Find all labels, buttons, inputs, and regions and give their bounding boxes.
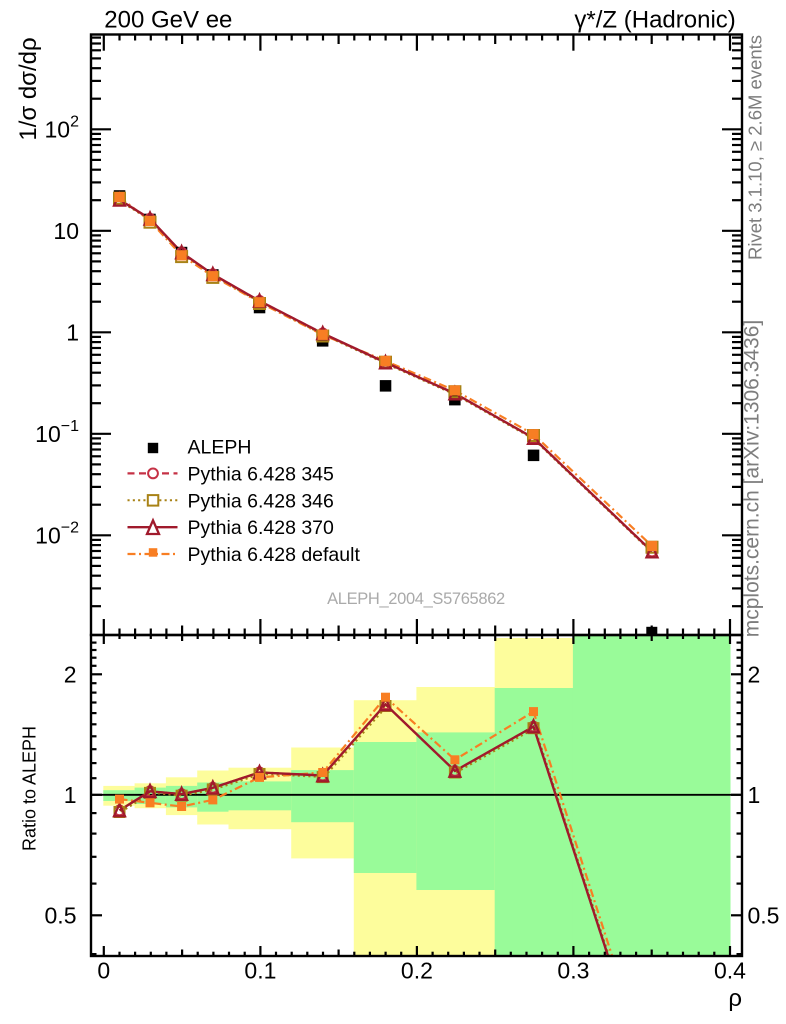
svg-text:1: 1 xyxy=(64,782,77,808)
svg-text:2: 2 xyxy=(748,661,761,687)
svg-text:Ratio to ALEPH: Ratio to ALEPH xyxy=(20,726,40,851)
svg-text:0.2: 0.2 xyxy=(401,958,433,984)
svg-text:2: 2 xyxy=(64,661,77,687)
svg-text:Pythia 6.428 345: Pythia 6.428 345 xyxy=(188,463,335,485)
svg-text:Pythia 6.428 370: Pythia 6.428 370 xyxy=(188,517,335,539)
svg-text:1: 1 xyxy=(66,319,79,345)
svg-text:0.4: 0.4 xyxy=(714,958,746,984)
svg-text:Pythia 6.428 default: Pythia 6.428 default xyxy=(188,544,361,566)
svg-text:mcplots.cern.ch [arXiv:1306.34: mcplots.cern.ch [arXiv:1306.3436] xyxy=(741,320,764,638)
svg-text:Rivet 3.1.10, ≥ 2.6M events: Rivet 3.1.10, ≥ 2.6M events xyxy=(745,35,766,260)
svg-text:1: 1 xyxy=(748,782,761,808)
svg-text:0.3: 0.3 xyxy=(557,958,589,984)
svg-text:ρ: ρ xyxy=(728,985,742,1012)
svg-text:102: 102 xyxy=(45,113,80,142)
svg-text:ALEPH: ALEPH xyxy=(188,437,252,459)
svg-text:γ*/Z (Hadronic): γ*/Z (Hadronic) xyxy=(574,7,735,34)
svg-text:0: 0 xyxy=(97,958,110,984)
svg-text:10−1: 10−1 xyxy=(35,418,79,447)
svg-text:10: 10 xyxy=(53,218,79,244)
svg-text:200 GeV ee: 200 GeV ee xyxy=(104,7,232,34)
svg-text:ALEPH_2004_S5765862: ALEPH_2004_S5765862 xyxy=(327,590,505,608)
svg-text:Pythia 6.428 346: Pythia 6.428 346 xyxy=(188,490,334,512)
svg-text:1/σ dσ/dρ: 1/σ dσ/dρ xyxy=(15,37,42,140)
svg-text:0.5: 0.5 xyxy=(748,902,780,928)
svg-text:0.1: 0.1 xyxy=(244,958,276,984)
svg-text:0.5: 0.5 xyxy=(45,902,77,928)
